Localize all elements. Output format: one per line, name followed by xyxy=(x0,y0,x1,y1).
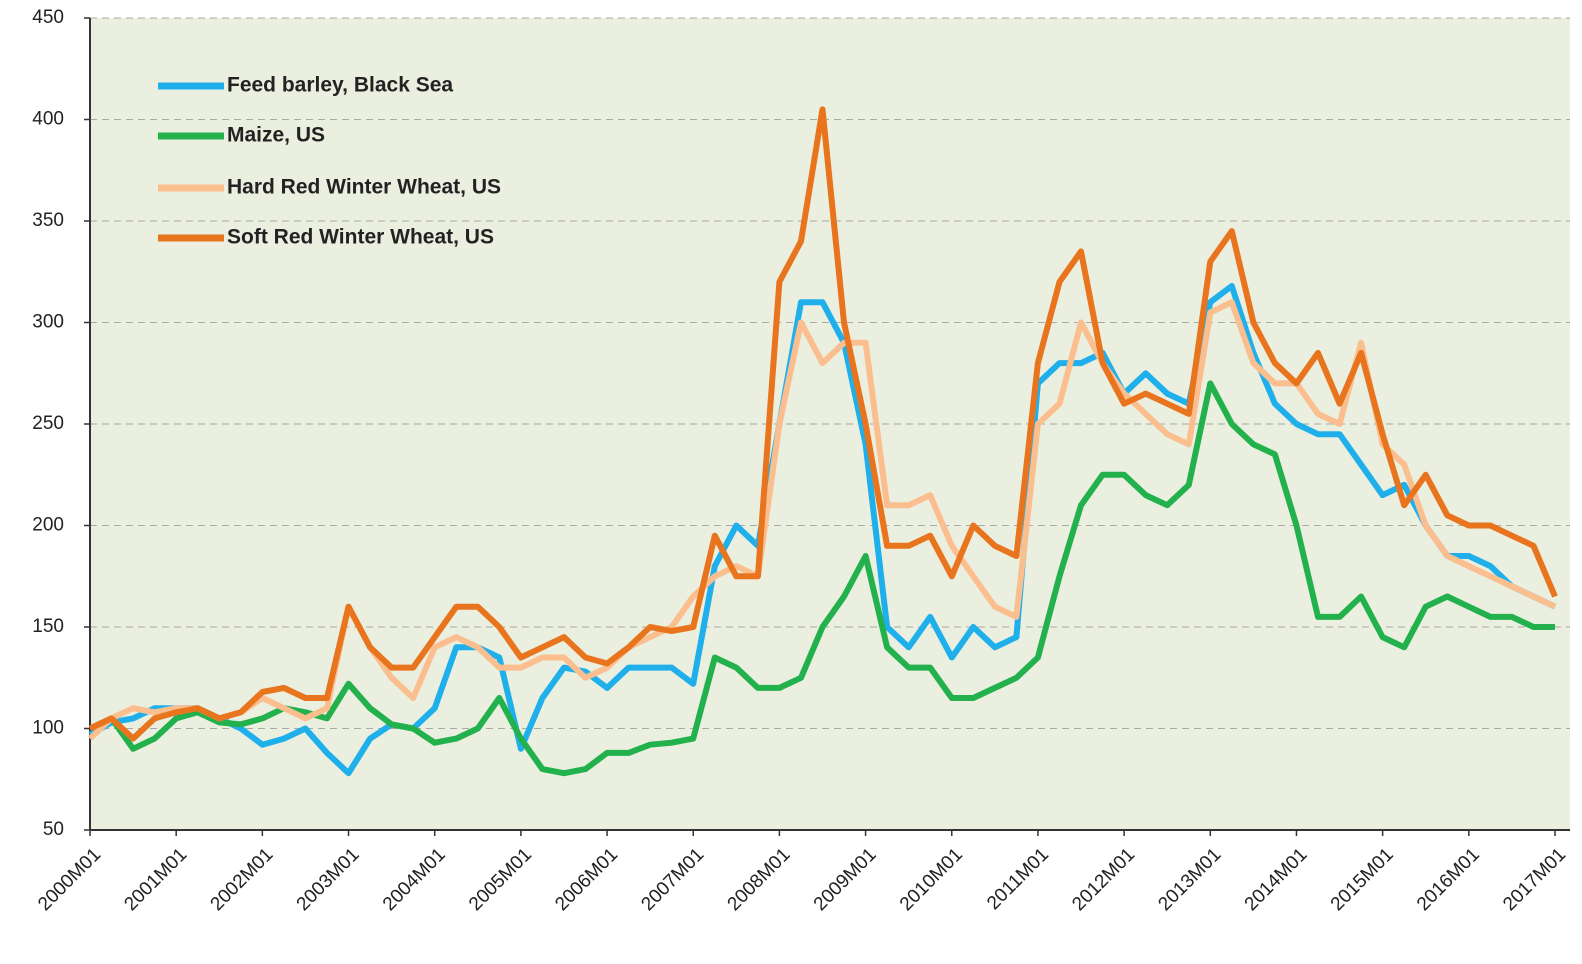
series-line xyxy=(88,106,1558,742)
x-tick-label: 2000M01 xyxy=(34,844,105,915)
y-tick-label: 200 xyxy=(32,515,64,536)
x-tick-label: 2015M01 xyxy=(1327,844,1398,915)
series-line xyxy=(88,283,1557,777)
legend-label: Soft Red Winter Wheat, US xyxy=(227,226,494,249)
x-tick-label: 2008M01 xyxy=(724,844,795,915)
series-line xyxy=(88,380,1555,777)
y-tick-label: 300 xyxy=(32,312,64,333)
x-tick-label: 2007M01 xyxy=(637,844,708,915)
x-tick-label: 2006M01 xyxy=(551,844,622,915)
y-tick-label: 450 xyxy=(32,7,64,28)
x-tick-label: 2003M01 xyxy=(293,844,364,915)
legend-label: Feed barley, Black Sea xyxy=(227,74,453,97)
x-tick-label: 2004M01 xyxy=(379,844,450,915)
y-tick-label: 100 xyxy=(32,718,64,739)
legend-label: Hard Red Winter Wheat, US xyxy=(227,176,501,199)
x-tick-label: 2011M01 xyxy=(983,844,1053,914)
y-tick-label: 400 xyxy=(32,109,64,130)
x-tick-label: 2017M01 xyxy=(1499,844,1570,915)
x-tick-label: 2010M01 xyxy=(896,844,967,915)
x-tick-label: 2001M01 xyxy=(120,844,191,915)
y-tick-label: 150 xyxy=(32,616,64,637)
legend-label: Maize, US xyxy=(227,124,325,147)
y-tick-label: 350 xyxy=(32,210,64,231)
x-tick-label: 2013M01 xyxy=(1154,844,1225,915)
x-tick-label: 2005M01 xyxy=(465,844,536,915)
y-tick-label: 250 xyxy=(32,413,64,434)
x-tick-label: 2002M01 xyxy=(207,844,278,915)
x-tick-label: 2009M01 xyxy=(810,844,881,915)
y-tick-label: 50 xyxy=(43,819,64,840)
x-tick-label: 2014M01 xyxy=(1241,844,1312,915)
x-tick-label: 2012M01 xyxy=(1068,844,1139,915)
x-tick-label: 2016M01 xyxy=(1413,844,1484,915)
